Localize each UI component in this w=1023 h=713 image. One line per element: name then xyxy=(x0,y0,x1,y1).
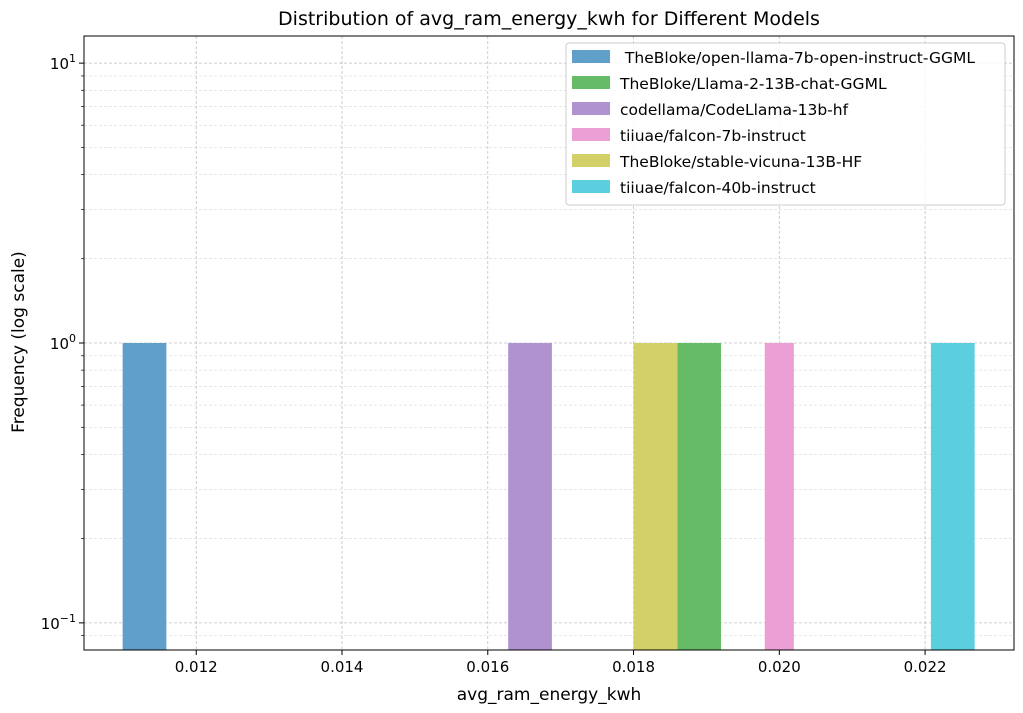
x-tick-label: 0.014 xyxy=(321,658,364,676)
x-tick-label: 0.020 xyxy=(758,658,801,676)
bars xyxy=(122,343,975,650)
legend-entry-label: tiiuae/falcon-7b-instruct xyxy=(620,127,806,145)
legend-entry-label: TheBloke/Llama-2-13B-chat-GGML xyxy=(619,75,887,93)
chart-title: Distribution of avg_ram_energy_kwh for D… xyxy=(278,8,820,30)
y-axis-ticks: 10−1 100 101 xyxy=(41,52,84,637)
y-axis-label: Frequency (log scale) xyxy=(9,251,29,433)
legend-swatch xyxy=(572,154,610,167)
y-tick-label: 101 xyxy=(50,52,76,73)
x-tick-label: 0.022 xyxy=(904,658,947,676)
bar-series-2 xyxy=(508,343,552,650)
legend-entry-label: codellama/CodeLlama-13b-hf xyxy=(620,101,849,119)
y-tick-label: 100 xyxy=(50,332,76,353)
bar-series-4 xyxy=(633,343,678,650)
legend-entry-label: TheBloke/stable-vicuna-13B-HF xyxy=(619,153,862,171)
x-tick-label: 0.012 xyxy=(175,658,218,676)
legend-box xyxy=(565,42,1006,206)
bar-series-5 xyxy=(930,343,975,650)
legend-swatch xyxy=(572,128,610,141)
y-tick-label: 10−1 xyxy=(41,612,76,633)
legend-entry-label: TheBloke/open-llama-7b-open-instruct-GGM… xyxy=(620,49,975,67)
legend-swatch xyxy=(572,50,610,63)
bar-series-3 xyxy=(764,343,794,650)
bar-series-1 xyxy=(677,343,722,650)
x-tick-label: 0.018 xyxy=(612,658,655,676)
legend-entry-label: tiiuae/falcon-40b-instruct xyxy=(620,179,816,197)
legend-swatch xyxy=(572,180,610,193)
bar-series-0 xyxy=(122,343,167,650)
legend: TheBloke/open-llama-7b-open-instruct-GGM… xyxy=(565,42,1006,206)
legend-swatch xyxy=(572,102,610,115)
x-tick-label: 0.016 xyxy=(466,658,509,676)
x-axis-label: avg_ram_energy_kwh xyxy=(457,685,642,705)
legend-swatch xyxy=(572,76,610,89)
x-axis-ticks: 0.012 0.014 0.016 0.018 0.020 0.022 xyxy=(175,650,947,676)
